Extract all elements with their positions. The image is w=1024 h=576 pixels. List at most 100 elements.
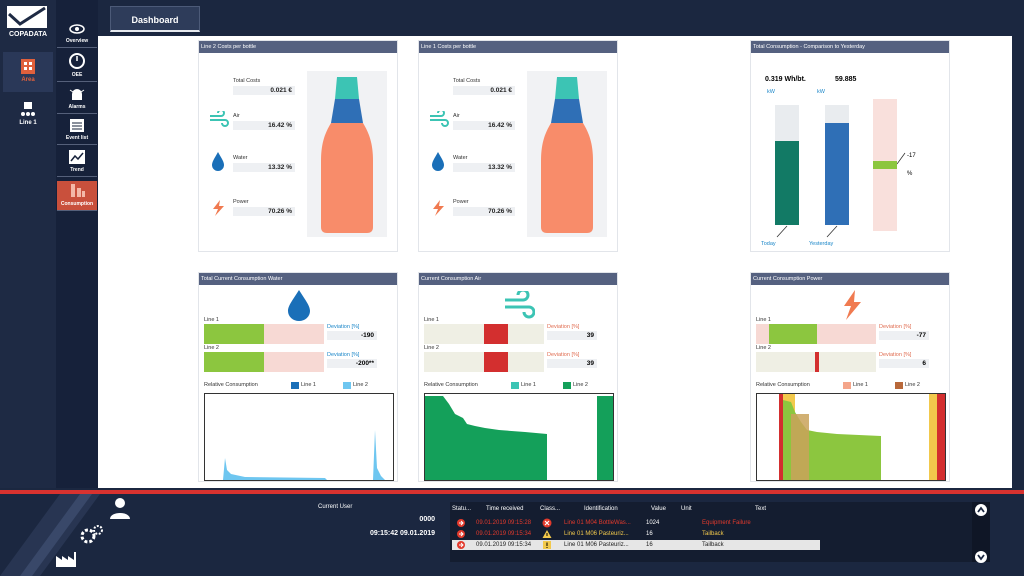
nav-item-line1[interactable]: Line 1: [3, 98, 53, 134]
air-trend-area: [425, 396, 613, 480]
logo-text: COPADATA: [8, 31, 48, 38]
today-unit: kW: [767, 89, 775, 95]
gauge-icon: [69, 53, 85, 69]
panel-title: Line 1 Costs per bottle: [419, 41, 617, 53]
alarm-time: 09.01.2019 09:15:28: [476, 520, 532, 526]
delta-bar-marker: [873, 161, 897, 169]
line2-deviation-value: -200**: [327, 359, 377, 368]
delta-bar-track: [873, 99, 897, 231]
eye-icon: [69, 24, 85, 34]
panel-title: Total Current Consumption Water: [199, 273, 397, 285]
alarm-identification: Line 01 M06 Pasteuriz...: [564, 531, 629, 537]
factory-icon[interactable]: [54, 548, 78, 568]
power-value: 70.26 %: [233, 207, 295, 216]
alarm-scrollbar[interactable]: [972, 502, 990, 562]
legend-line2-swatch: [563, 382, 571, 389]
nav-item-label: Area: [21, 77, 35, 83]
panel-title: Total Consumption - Comparison to Yester…: [751, 41, 949, 53]
nav-sub-trend[interactable]: Trend: [57, 149, 97, 177]
alarm-row[interactable]: 09.01.2019 09:15:34 Line 01 M06 Pasteuri…: [452, 529, 972, 539]
cost-panel-line2: Line 2 Costs per bottle Total Costs 0.02…: [198, 40, 398, 252]
nav-sub-consumption[interactable]: Consumption: [57, 181, 97, 211]
power-label: Power: [453, 199, 469, 205]
current-datetime: 09:15:42 09.01.2019: [370, 530, 435, 537]
alarm-col-class[interactable]: Class...: [540, 506, 561, 512]
alarm-col-identification[interactable]: Identification: [584, 506, 618, 512]
settings-icon[interactable]: [80, 524, 104, 544]
line1-deviation-label: Deviation [%]: [327, 324, 360, 330]
consumption-panel-power: Current Consumption Power Line 1 Deviati…: [750, 272, 950, 482]
panel-title: Line 2 Costs per bottle: [199, 41, 397, 53]
line1-deviation-value: 39: [547, 331, 597, 340]
legend-line2-label: Line 2: [905, 382, 920, 388]
line2-deviation-value: 6: [879, 359, 929, 368]
line2-bar-fill: [815, 352, 819, 372]
alarm-row-selected[interactable]: 09.01.2019 09:15:34 Line 01 M06 Pasteuri…: [452, 540, 820, 550]
yesterday-unit: kW: [817, 89, 825, 95]
power-trend-area: [779, 394, 945, 480]
nav-sub-oee[interactable]: OEE: [57, 52, 97, 82]
bottle-icon: [541, 77, 593, 233]
bar-pointers: [776, 225, 838, 238]
comparison-panel: Total Consumption - Comparison to Yester…: [750, 40, 950, 252]
today-value: 0.319 Wh/bt.: [765, 76, 806, 83]
total-costs-value: 0.021 €: [453, 86, 515, 95]
legend-line1-label: Line 1: [521, 382, 536, 388]
alarm-col-text[interactable]: Text: [755, 506, 767, 512]
nav-sub-overview[interactable]: Overview: [57, 22, 97, 48]
alarm-row[interactable]: 09.01.2019 09:15:28 Line 01 M04 BottleWa…: [452, 518, 972, 528]
water-drop-icon: [432, 152, 444, 171]
tab-dashboard[interactable]: Dashboard: [110, 6, 200, 32]
panel-title: Current Consumption Power: [751, 273, 949, 285]
wind-icon: [505, 291, 535, 319]
alarm-col-time[interactable]: Time received: [486, 506, 524, 512]
consumption-icon: [71, 184, 85, 197]
water-value: 13.32 %: [233, 163, 295, 172]
line2-label: Line 2: [756, 345, 771, 351]
legend-line2-label: Line 2: [573, 382, 588, 388]
current-user-label: Current User: [318, 504, 353, 510]
nav-item-area[interactable]: Area: [3, 52, 53, 92]
scroll-up-icon[interactable]: [974, 503, 988, 517]
alarm-identification: Line 01 M06 Pasteuriz...: [564, 542, 629, 548]
alarm-table: [450, 502, 972, 562]
alarm-col-unit[interactable]: Unit: [681, 506, 692, 512]
air-value: 16.42 %: [453, 121, 515, 130]
water-label: Water: [453, 155, 468, 161]
status-icon: [456, 529, 466, 543]
status-icon: [456, 540, 466, 554]
nav-item-label: Line 1: [19, 120, 37, 126]
line-icon: [21, 102, 35, 116]
air-label: Air: [233, 113, 240, 119]
user-icon[interactable]: [108, 496, 132, 520]
right-edge: [1012, 36, 1024, 488]
line1-bar-fill: [769, 324, 817, 344]
line2-deviation-label: Deviation [%]: [327, 352, 360, 358]
today-bar-fill: [775, 141, 799, 225]
water-label: Water: [233, 155, 248, 161]
class-error-icon: [542, 518, 552, 532]
class-warning-icon: [542, 540, 552, 554]
water-value: 13.32 %: [453, 163, 515, 172]
alarm-icon: [69, 89, 85, 100]
nav-sub-label: Consumption: [60, 201, 94, 207]
delta-unit: %: [907, 171, 913, 177]
power-trend-chart: [756, 393, 946, 481]
alarm-time: 09.01.2019 09:15:34: [476, 542, 532, 548]
alarm-col-status[interactable]: Statu...: [452, 506, 472, 512]
scroll-down-icon[interactable]: [974, 550, 988, 564]
nav-sub-label: Event list: [65, 135, 89, 141]
nav-sub-event-list[interactable]: Event list: [57, 117, 97, 145]
nav-primary: COPADATA Area Line 1: [0, 0, 56, 490]
yesterday-bar-track: [825, 105, 849, 225]
nav-sub-label: Overview: [65, 38, 89, 44]
legend-line2-swatch: [343, 382, 351, 389]
nav-sub-alarms[interactable]: Alarms: [57, 86, 97, 114]
lightning-icon: [433, 200, 444, 216]
accent-line: [0, 490, 1024, 494]
line1-label: Line 1: [204, 317, 219, 323]
alarm-col-value[interactable]: Value: [651, 506, 666, 512]
legend-line2-swatch: [895, 382, 903, 389]
total-costs-value: 0.021 €: [233, 86, 295, 95]
wind-icon: [210, 111, 229, 127]
